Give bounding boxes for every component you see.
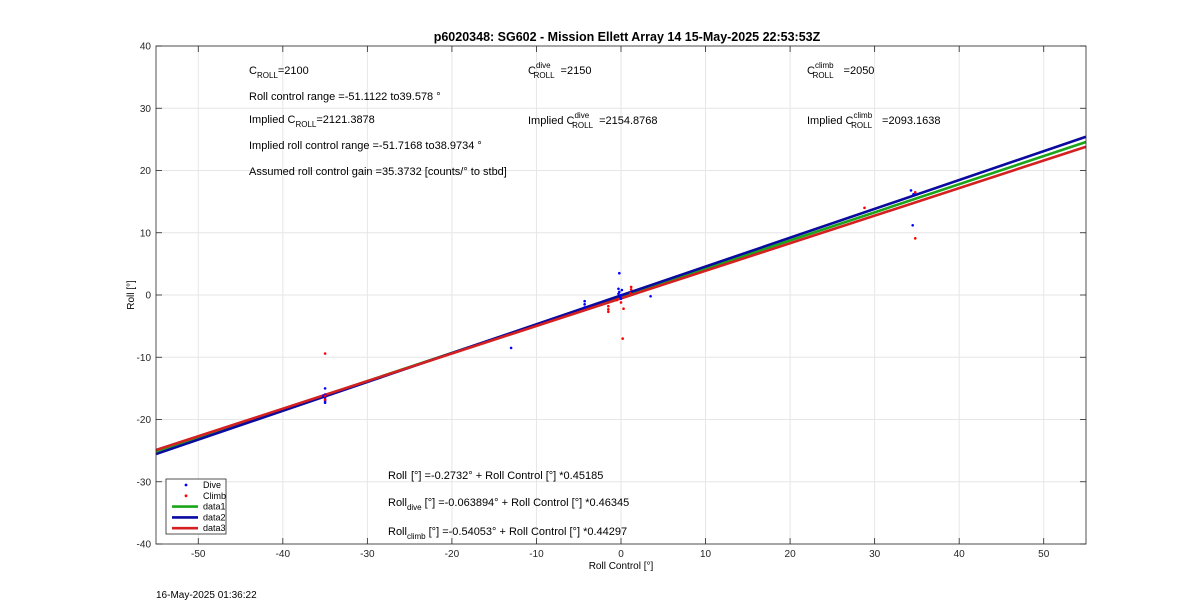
y-tick-label: 20 [140,166,152,177]
climb-point [913,237,917,240]
y-axis-label: Roll [°] [126,280,137,310]
climb-point [619,301,623,304]
legend-label-climb: Climb [203,491,226,501]
y-tick-label: 10 [140,228,152,239]
x-tick-label: 10 [700,549,712,560]
dive-point [617,292,620,296]
plot-series [155,135,1087,456]
dive-point [583,303,586,306]
legend-marker-climb [184,494,188,498]
legend-label-data1: data1 [203,502,226,512]
climb-point [615,298,619,302]
annotation-implied-c-roll: Implied CROLL=2121.3878 [249,114,375,129]
x-tick-label: -50 [191,549,206,560]
dive-point [909,189,913,192]
y-tick-label: 40 [140,42,152,53]
annotations: CROLL=2100 Cdive ROLL =2150 Cclimb ROLL =205… [249,61,940,541]
series-points-climb [323,190,917,401]
dive-point [617,287,620,291]
legend-label-data3: data3 [203,523,226,533]
dive-point [619,297,623,301]
dive-point [583,306,586,309]
x-axis-label: Roll Control [°] [589,561,654,572]
x-tick-label: 40 [954,549,966,560]
x-tick-label: 50 [1038,549,1050,560]
climb-point [607,308,610,311]
dive-point [509,346,513,350]
climb-point [629,291,632,295]
annotation-equation-all: Roll [°] =-0.2732° + Roll Control [°] *0.… [388,470,603,482]
climb-point [323,398,327,401]
x-tick-label: -10 [529,549,544,560]
dive-point [649,294,652,298]
y-tick-label: -40 [137,540,152,551]
annotation-implied-c-roll-dive: Implied Cdive ROLL =2154.8768 [528,111,657,130]
climb-point [323,394,327,398]
annotation-equation-dive: Rolldive [°] =-0.063894° + Roll Control [… [388,497,629,512]
dive-point [583,299,586,303]
x-tick-label: -30 [360,549,375,560]
legend-label-data2: data2 [203,512,226,522]
annotation-c-roll-dive: Cdive ROLL =2150 [528,61,591,80]
x-tick-label: 20 [785,549,797,560]
climb-point [323,352,327,355]
annotation-roll-control-gain: Assumed roll control gain =35.3732 [coun… [249,166,507,178]
climb-point [863,206,866,210]
legend-marker-dive [184,483,188,487]
y-tick-label: 30 [140,104,152,115]
climb-point [621,337,624,340]
y-tick-label: -10 [137,353,152,364]
climb-point [622,307,625,310]
tick-labels: -50 -40 -30 -20 -10 0 10 20 30 40 50 -40 -30 -20 -10 0 1… [137,42,1050,561]
dive-point [323,401,327,404]
y-tick-label: 0 [145,291,151,302]
x-tick-label: -40 [276,549,291,560]
dive-point [911,223,914,227]
dive-point [912,192,915,196]
dive-point [323,396,327,400]
annotation-equation-climb: Rollclimb [°] =-0.54053° + Roll Control [… [388,526,627,541]
axes [155,45,1087,545]
x-tick-label: 30 [869,549,881,560]
climb-point [629,288,633,291]
y-tick-label: -20 [137,415,152,426]
x-tick-label: 0 [618,549,624,560]
x-tick-label: -20 [445,549,460,560]
footer-timestamp: 16-May-2025 01:36:22 [156,590,257,601]
climb-point [607,310,610,314]
annotation-implied-range: Implied roll control range =-51.7168 to3… [249,140,482,152]
dive-point [618,271,621,275]
annotation-roll-control-range: Roll control range =-51.1122 to39.578 ° [249,91,441,103]
legend-label-dive: Dive [203,480,221,490]
dive-point [620,288,624,292]
climb-point [629,285,633,289]
y-tick-label: -30 [137,477,152,488]
annotation-c-roll: CROLL=2100 [249,65,309,80]
climb-point [607,304,610,308]
climb-point [913,190,917,194]
annotation-c-roll-climb: Cclimb ROLL =2050 [807,61,874,80]
dive-point [323,387,327,390]
annotation-implied-c-roll-climb: Implied Cclimb ROLL =2093.1638 [807,111,940,130]
chart-title: p6020348: SG602 - Mission Ellett Array 1… [434,30,821,44]
